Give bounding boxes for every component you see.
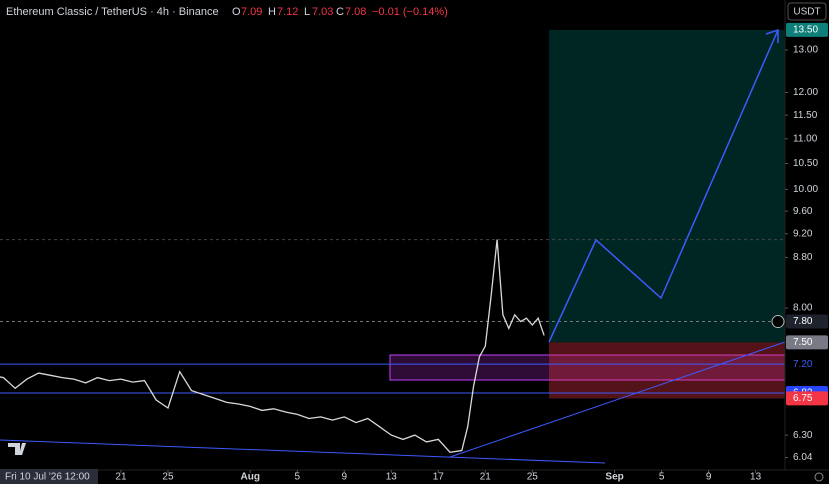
y-tick-label: 12.00 <box>793 87 818 98</box>
settings-icon[interactable] <box>814 472 824 482</box>
supply-zone <box>389 354 786 381</box>
price-tag <box>786 391 828 406</box>
x-tick-label: Aug <box>241 472 260 483</box>
y-tick-label: 9.60 <box>793 206 813 217</box>
ohlc-value: 7.12 <box>277 6 298 18</box>
profit-zone <box>549 29 785 343</box>
y-tick-label: 8.80 <box>793 252 813 263</box>
x-tick-label: 13 <box>750 472 762 483</box>
y-tick-label: 10.00 <box>793 184 818 195</box>
price-tag-label: 6.75 <box>793 393 813 404</box>
x-tick-label: 25 <box>527 472 539 483</box>
price-tag-label: 7.80 <box>793 316 813 327</box>
change: −0.01 (−0.14%) <box>372 6 448 18</box>
x-tick-label: 13 <box>386 472 398 483</box>
tv-logo <box>8 443 26 455</box>
y-tick-label: 8.00 <box>793 303 813 314</box>
x-tick-label: 9 <box>341 472 347 483</box>
price-tag <box>786 314 828 329</box>
arrow-head <box>765 28 779 43</box>
crosshair-plus <box>771 315 785 329</box>
y-tick-label: 9.20 <box>793 228 813 239</box>
x-tick-label: 25 <box>162 472 174 483</box>
price-tag-label: 7.50 <box>793 337 813 348</box>
cursor-box <box>0 469 98 484</box>
y-tick-label: 6.30 <box>793 430 813 441</box>
x-tick-label: 17 <box>433 472 445 483</box>
price-tag <box>786 22 828 37</box>
ohlc-key: C <box>336 6 344 18</box>
x-tick-label: 21 <box>480 472 492 483</box>
currency-label[interactable]: USDT <box>793 7 820 18</box>
price-tag-label: 13.50 <box>793 25 818 36</box>
price-line <box>0 239 545 453</box>
ohlc-legend: O 7.09 H 7.12 L 7.03 C 7.08 −0.01 (−0.14… <box>232 6 448 18</box>
price-tag <box>786 357 828 372</box>
plot-area <box>0 28 786 464</box>
cursor-label: Fri 10 Jul '26 12:00 <box>5 472 90 483</box>
x-tick-label: 9 <box>706 472 712 483</box>
price-tag-label: 7.20 <box>793 359 813 370</box>
x-tick-label: 5 <box>659 472 665 483</box>
logo-shape <box>8 443 26 455</box>
y-tick-label: 11.50 <box>793 110 818 121</box>
trend-line <box>0 439 606 464</box>
y-tick-label: 10.50 <box>793 158 818 169</box>
ohlc-key: O <box>232 6 241 18</box>
ohlc-value: 7.03 <box>312 6 333 18</box>
price-tag <box>786 335 828 350</box>
loss-zone <box>549 342 785 399</box>
ohlc-value: 7.08 <box>345 6 366 18</box>
x-tick-label: 21 <box>115 472 127 483</box>
symbol-title: Ethereum Classic / TetherUS · 4h · Binan… <box>6 6 219 18</box>
projection-arrow <box>548 29 779 343</box>
ohlc-value: 7.09 <box>241 6 262 18</box>
ohlc-key: L <box>304 6 310 18</box>
y-tick-label: 6.04 <box>793 452 813 463</box>
currency-button[interactable] <box>787 2 827 21</box>
ohlc-key: H <box>268 6 276 18</box>
x-tick-label: 5 <box>294 472 300 483</box>
y-tick-label: 13.00 <box>793 45 818 56</box>
y-tick-label: 11.00 <box>793 133 818 144</box>
x-tick-label: Sep <box>605 472 623 483</box>
trend-line <box>449 341 786 458</box>
